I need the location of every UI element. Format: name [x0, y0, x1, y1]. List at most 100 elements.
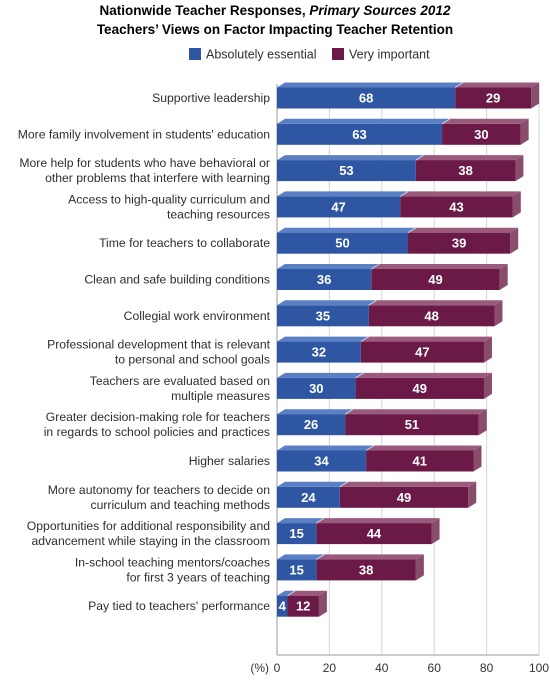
- bar-very-important-top: [345, 409, 487, 415]
- bar-very-important-side: [520, 118, 529, 145]
- x-tick-label: 0: [274, 661, 281, 675]
- value-label-very-important: 47: [415, 345, 429, 360]
- bar-essential: [277, 196, 401, 218]
- bar-very-important-side: [499, 264, 508, 290]
- bar-group: Greater decision-making role for teacher…: [44, 408, 487, 439]
- value-label-very-important: 29: [486, 91, 500, 106]
- category-label-line: multiple measures: [171, 389, 270, 403]
- category-label-line: Time for teachers to collaborate: [99, 236, 270, 250]
- bar-very-important: [355, 377, 484, 399]
- category-label: Time for teachers to collaborate: [99, 236, 270, 250]
- bar-essential-top: [277, 336, 369, 342]
- value-label-very-important: 30: [474, 127, 488, 142]
- chart-title-prefix: Nationwide Teacher Responses,: [99, 3, 310, 18]
- bar-group: Clean and safe building conditions 36 49: [84, 263, 508, 290]
- bar-very-important-top: [366, 445, 482, 451]
- chart-title-italic: Primary Sources 2012: [309, 3, 451, 18]
- segment-edge: [355, 372, 364, 379]
- bar-very-important: [366, 450, 474, 472]
- bar-very-important: [360, 341, 484, 363]
- x-tick-label: 80: [480, 661, 494, 675]
- x-tick-label: 40: [375, 661, 389, 675]
- bar-very-important-side: [494, 300, 503, 327]
- category-label: Professional development that is relevan…: [47, 338, 270, 367]
- bar-essential: [277, 123, 443, 145]
- segment-edge: [371, 263, 380, 270]
- bar-essential-top: [277, 481, 348, 487]
- value-label-very-important: 39: [452, 236, 466, 251]
- segment-edge: [344, 408, 354, 415]
- value-label-essential: 53: [339, 163, 353, 178]
- legend-label-essential: Absolutely essential: [206, 48, 316, 62]
- bar-very-important-top: [400, 191, 521, 197]
- value-label-very-important: 38: [359, 562, 373, 577]
- category-label: In-school teaching mentors/coaches for fi…: [75, 555, 270, 584]
- bar-very-important: [316, 523, 432, 545]
- bar-very-important-top: [371, 264, 508, 269]
- bar-very-important-top: [287, 590, 327, 596]
- value-label-very-important: 38: [458, 163, 472, 178]
- bar-essential-top: [277, 264, 380, 269]
- x-axis-unit-label: (%): [250, 661, 269, 675]
- legend-swatch-essential: [189, 48, 201, 60]
- value-label-very-important: 51: [405, 417, 419, 432]
- category-label-line: Higher salaries: [189, 454, 270, 468]
- bar-very-important-top: [339, 481, 477, 487]
- bar-very-important-side: [483, 336, 492, 363]
- bar-very-important-top: [355, 372, 492, 378]
- bar-very-important-side: [415, 554, 424, 581]
- value-label-essential: 47: [331, 199, 345, 214]
- value-label-essential: 63: [352, 127, 366, 142]
- bar-essential-top: [277, 227, 416, 233]
- segment-edge: [441, 118, 451, 125]
- value-label-essential: 35: [316, 308, 330, 323]
- bar-essential-top: [277, 118, 451, 124]
- bar-essential-top: [277, 300, 377, 306]
- legend: Absolutely essential Very important: [189, 48, 430, 62]
- bar-essential-top: [277, 372, 364, 378]
- bar-essential-top: [277, 191, 409, 197]
- segment-edge: [399, 190, 409, 197]
- value-label-very-important: 44: [367, 526, 382, 541]
- value-label-very-important: 12: [296, 599, 310, 614]
- bar-group: In-school teaching mentors/coaches for fi…: [75, 553, 424, 584]
- bar-group: More autonomy for teachers to decide on c…: [48, 481, 477, 512]
- category-label-line: More autonomy for teachers to decide on: [48, 483, 270, 497]
- bar-very-important: [442, 123, 521, 145]
- category-label-line: advancement while staying in the classro…: [32, 534, 270, 548]
- bar-very-important-side: [510, 227, 519, 254]
- category-label-line: for first 3 years of teaching: [126, 570, 270, 584]
- bar-essential-top: [277, 409, 354, 415]
- bar-very-important: [345, 414, 479, 436]
- category-label-line: in regards to school policies and practi…: [44, 425, 270, 439]
- bar-very-important: [415, 160, 516, 182]
- bar-group: Access to high-quality curriculum and tea…: [68, 190, 521, 221]
- bar-group: Opportunities for additional responsibil…: [27, 517, 440, 548]
- category-label: Collegial work environment: [124, 309, 271, 323]
- bar-essential: [277, 377, 356, 399]
- bar-very-important-top: [415, 155, 524, 161]
- bar-very-important-side: [515, 155, 524, 182]
- bar-group: Higher salaries 34 41: [189, 445, 482, 472]
- bar-essential-top: [277, 155, 424, 161]
- segment-edge: [360, 336, 370, 343]
- category-label: Supportive leadership: [152, 91, 270, 105]
- bar-very-important-top: [360, 336, 492, 342]
- category-label: Teachers are evaluated based on multiple …: [90, 374, 270, 403]
- value-label-essential: 15: [289, 562, 303, 577]
- bar-very-important-side: [483, 372, 492, 399]
- category-label-line: Collegial work environment: [124, 309, 271, 323]
- category-label-line: Supportive leadership: [152, 91, 270, 105]
- category-label: Access to high-quality curriculum and tea…: [68, 192, 270, 221]
- bar-essential-top: [277, 445, 375, 451]
- bar-group: Collegial work environment 35 48: [124, 299, 503, 327]
- bar-very-important-side: [512, 191, 521, 218]
- segment-edge: [339, 481, 349, 488]
- category-label: More help for students who have behavior…: [19, 156, 270, 185]
- bar-very-important-side: [473, 445, 482, 472]
- segment-edge: [365, 445, 375, 451]
- bar-essential-top: [277, 554, 325, 560]
- category-label: Pay tied to teachers' performance: [88, 599, 270, 613]
- bar-very-important-top: [316, 518, 440, 524]
